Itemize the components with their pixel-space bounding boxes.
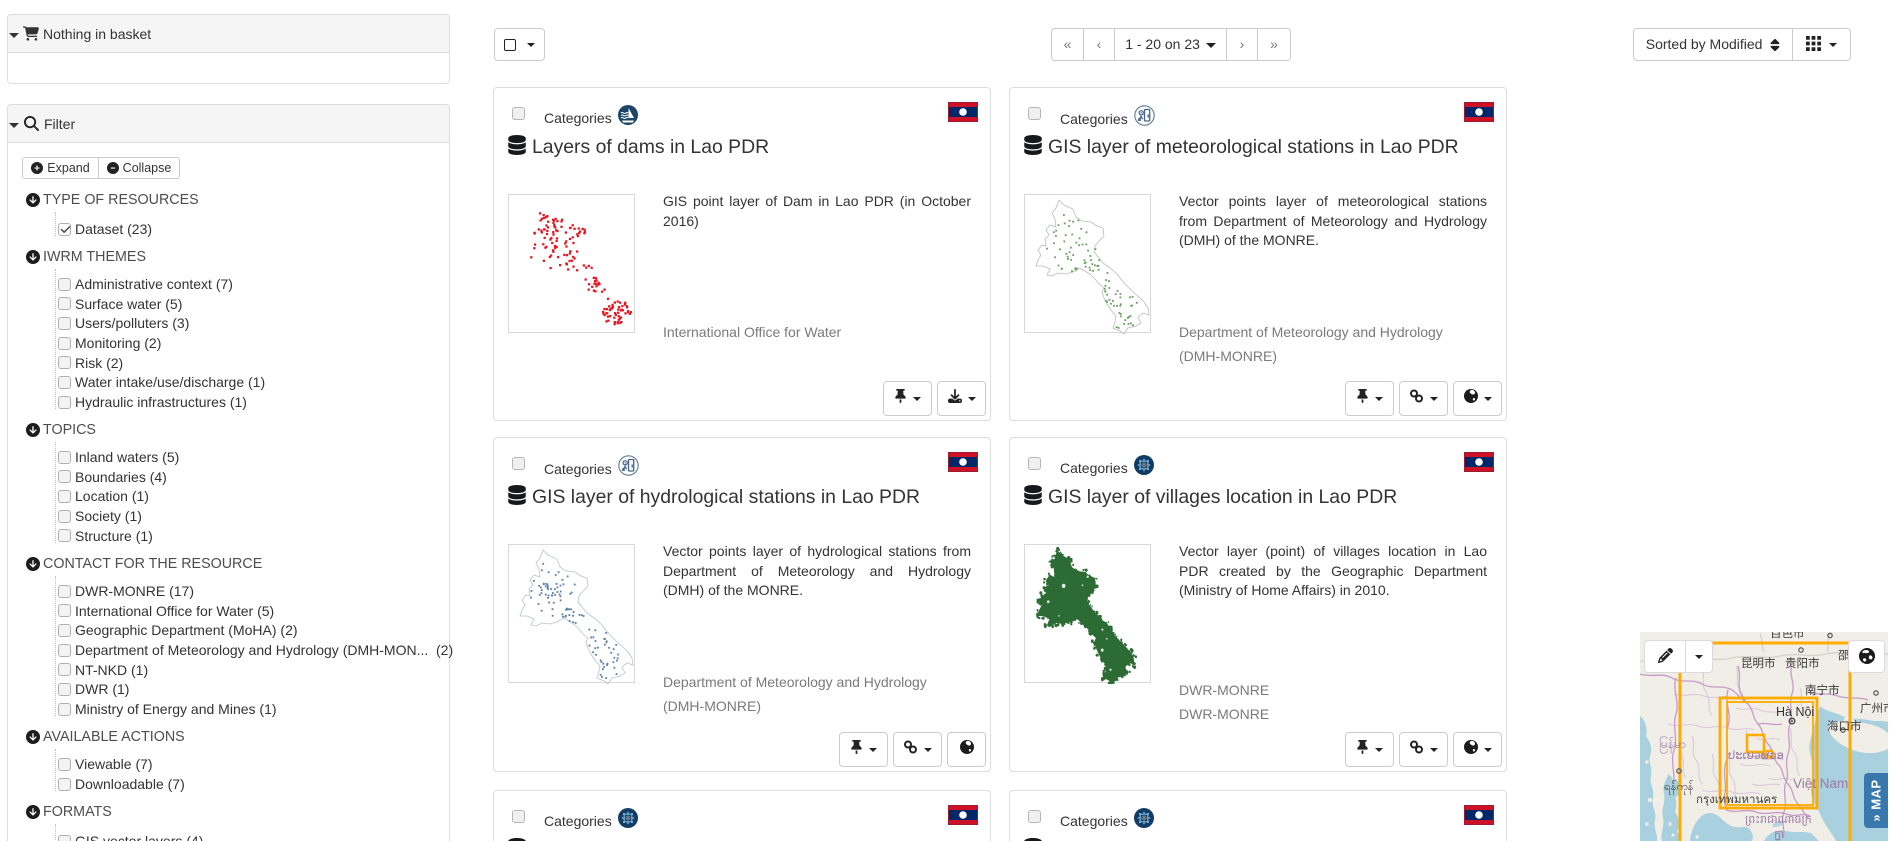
svg-text:Việt Nam: Việt Nam bbox=[1793, 776, 1848, 791]
svg-text:昆明市: 昆明市 bbox=[1741, 656, 1776, 670]
svg-text:กรุงเทพมหานคร: กรุงเทพมหานคร bbox=[1696, 794, 1777, 806]
svg-text:邵: 邵 bbox=[1838, 649, 1850, 662]
svg-text:贵阳市: 贵阳市 bbox=[1785, 656, 1820, 670]
svg-text:Hà Nội: Hà Nội bbox=[1776, 705, 1814, 719]
svg-text:南宁市: 南宁市 bbox=[1805, 683, 1840, 697]
svg-text:မြန်မာ: မြန်မာ bbox=[1659, 735, 1686, 754]
svg-text:海口市: 海口市 bbox=[1827, 719, 1862, 733]
svg-text:ປະເບຉຜວອ: ປະເບຉຜວອ bbox=[1728, 749, 1784, 762]
svg-text:广州市: 广州市 bbox=[1860, 701, 1888, 715]
svg-text:ក្ម្ធា: ក្ម្ធា bbox=[1774, 829, 1784, 841]
svg-text:ရန်ကုန်: ရန်ကုန် bbox=[1664, 780, 1694, 795]
svg-text:ព្រះរាជាណាចក្រ: ព្រះរាជាណាចក្រ bbox=[1745, 814, 1812, 826]
svg-text:百色市: 百色市 bbox=[1770, 632, 1805, 640]
